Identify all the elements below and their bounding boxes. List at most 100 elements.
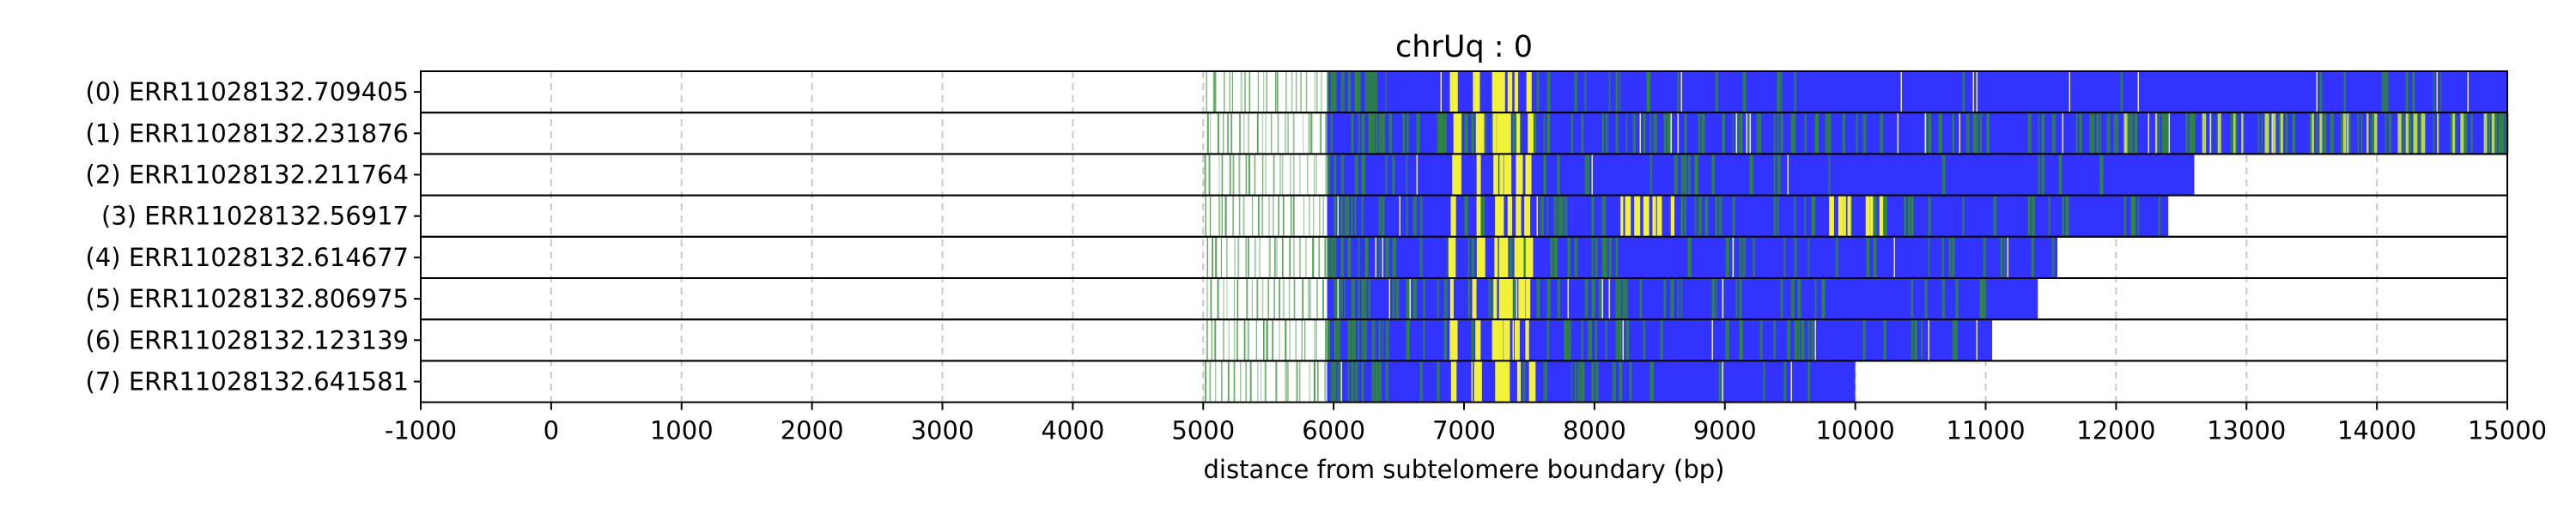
yellow-mark — [1525, 278, 1531, 320]
yellow-mark — [1528, 112, 1534, 154]
yellow-mark — [1492, 71, 1500, 113]
gap-mark — [1924, 112, 1927, 154]
variant-mark — [1536, 278, 1540, 320]
read-label: (3) ERR11028132.56917 — [101, 202, 409, 231]
gap-mark — [1711, 319, 1714, 361]
variant-mark — [1361, 195, 1364, 237]
variant-mark — [1715, 71, 1719, 113]
variant-mark — [1536, 71, 1540, 113]
variant-mark — [1467, 278, 1470, 320]
variant-mark — [1694, 195, 1697, 237]
x-tick-label: 12000 — [2076, 416, 2155, 445]
x-tick-label: 9000 — [1693, 416, 1757, 445]
variant-mark — [1921, 319, 1923, 361]
variant-mark — [1619, 319, 1622, 361]
yellow-mark — [1476, 195, 1481, 237]
variant-mark — [2409, 112, 2411, 154]
variant-mark — [1492, 278, 1495, 320]
variant-mark — [1591, 236, 1594, 278]
variant-mark — [2099, 154, 2104, 196]
variant-mark — [1612, 360, 1616, 403]
variant-mark — [1780, 71, 1783, 113]
yellow-mark — [1449, 319, 1458, 361]
read-label: (5) ERR11028132.806975 — [86, 284, 409, 313]
variant-mark — [1351, 195, 1353, 237]
variant-mark — [1835, 236, 1838, 278]
variant-mark — [1375, 71, 1377, 113]
variant-mark — [1955, 319, 1958, 361]
variant-mark — [1354, 154, 1358, 196]
variant-mark — [1361, 360, 1364, 403]
gap-mark — [2436, 71, 2439, 113]
yellow-mark — [2241, 112, 2244, 154]
variant-mark — [2309, 112, 2312, 154]
variant-mark — [2079, 112, 2082, 154]
variant-mark — [1811, 195, 1815, 237]
variant-mark — [1601, 236, 1606, 278]
gap-mark — [1732, 236, 1735, 278]
variant-mark — [1447, 236, 1450, 278]
yellow-mark — [2319, 112, 2323, 154]
variant-mark — [1546, 195, 1549, 237]
variant-mark — [1790, 278, 1795, 320]
gap-mark — [1722, 360, 1724, 403]
variant-mark — [1880, 112, 1883, 154]
variant-mark — [1955, 278, 1959, 320]
gap-mark — [1409, 278, 1412, 320]
variant-mark — [2360, 112, 2363, 154]
gap-mark — [1928, 319, 1930, 361]
variant-mark — [2470, 112, 2473, 154]
variant-mark — [1378, 195, 1382, 237]
variant-mark — [1601, 112, 1604, 154]
x-tick-label: 5000 — [1171, 416, 1235, 445]
variant-mark — [1680, 278, 1683, 320]
variant-mark — [1354, 319, 1357, 361]
gap-mark — [1512, 319, 1515, 361]
variant-mark — [1759, 112, 1762, 154]
variant-mark — [1814, 278, 1817, 320]
read-row — [420, 318, 2508, 362]
read-row — [420, 360, 2508, 403]
variant-mark — [1595, 319, 1597, 361]
variant-mark — [2343, 71, 2346, 113]
yellow-mark — [1525, 319, 1529, 361]
variant-mark — [1649, 112, 1652, 154]
variant-mark — [1406, 278, 1410, 320]
variant-mark — [1698, 195, 1702, 237]
variant-mark — [2419, 112, 2423, 154]
variant-mark — [1361, 319, 1365, 361]
gap-mark — [2069, 71, 2071, 113]
yellow-mark — [1838, 195, 1844, 237]
gap-mark — [2007, 236, 2009, 278]
gap-mark — [1722, 278, 1724, 320]
variant-mark — [1337, 319, 1341, 361]
gap-mark — [1516, 154, 1518, 196]
variant-mark — [1704, 195, 1709, 237]
variant-mark — [2158, 112, 2160, 154]
variant-mark — [1378, 112, 1382, 154]
variant-mark — [1395, 278, 1400, 320]
variant-mark — [2340, 112, 2342, 154]
x-tick-label: 10000 — [1815, 416, 1894, 445]
variant-mark — [1509, 236, 1513, 278]
variant-mark — [2134, 195, 2136, 237]
variant-mark — [1471, 236, 1475, 278]
variant-mark — [1364, 236, 1369, 278]
read-label: (2) ERR11028132.211764 — [86, 161, 409, 190]
yellow-mark — [2312, 112, 2314, 154]
variant-mark — [1378, 319, 1381, 361]
gap-mark — [1893, 236, 1896, 278]
variant-mark — [1773, 319, 1777, 361]
variant-mark — [1334, 195, 1337, 237]
variant-mark — [1364, 278, 1367, 320]
variant-mark — [1385, 71, 1388, 113]
variant-mark — [1361, 154, 1365, 196]
gap-mark — [1959, 112, 1961, 154]
variant-mark — [1553, 236, 1558, 278]
variant-mark — [1467, 236, 1470, 278]
variant-mark — [1327, 236, 1330, 278]
variant-mark — [1828, 112, 1832, 154]
variant-mark — [1371, 360, 1375, 403]
variant-mark — [1983, 278, 1987, 320]
yellow-mark — [2421, 112, 2426, 154]
